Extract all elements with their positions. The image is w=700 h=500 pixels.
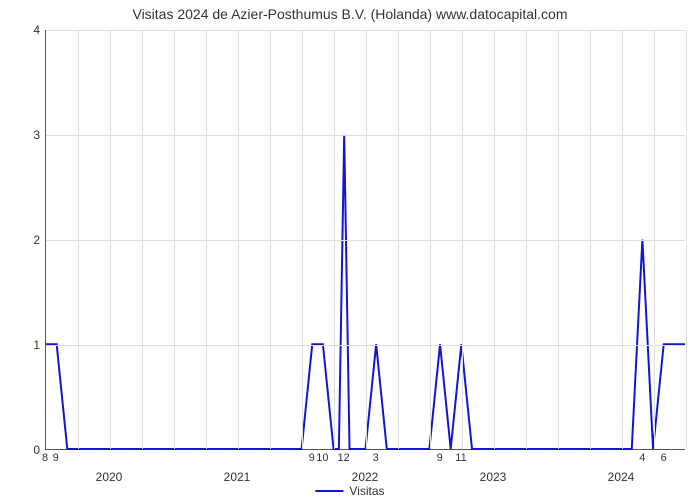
xtick-label: 12 (338, 452, 350, 464)
legend-swatch (315, 490, 343, 492)
legend: Visitas (315, 484, 384, 498)
vgrid (686, 30, 687, 449)
xtick-label: 4 (639, 452, 645, 464)
xtick-label: 11 (455, 452, 466, 464)
vgrid (622, 30, 623, 449)
xtick-year: 2020 (96, 470, 123, 484)
vgrid (462, 30, 463, 449)
ytick-label: 1 (10, 338, 40, 352)
ytick-label: 4 (10, 23, 40, 37)
vgrid (174, 30, 175, 449)
vgrid (558, 30, 559, 449)
vgrid (334, 30, 335, 449)
xtick-label: 6 (661, 452, 667, 464)
plot-area (45, 30, 685, 450)
xtick-year: 2024 (608, 470, 635, 484)
xtick-label: 9 (309, 452, 315, 464)
vgrid (398, 30, 399, 449)
xtick-label: 3 (373, 452, 379, 464)
xtick-label: 8 (42, 452, 48, 464)
vgrid (142, 30, 143, 449)
vgrid (526, 30, 527, 449)
ytick-label: 2 (10, 233, 40, 247)
ytick-label: 0 (10, 443, 40, 457)
xtick-label: 9 (437, 452, 443, 464)
xtick-year: 2023 (480, 470, 507, 484)
vgrid (430, 30, 431, 449)
chart-container: Visitas 2024 de Azier-Posthumus B.V. (Ho… (0, 0, 700, 500)
xtick-label: 10 (316, 452, 328, 464)
vgrid (78, 30, 79, 449)
vgrid (366, 30, 367, 449)
vgrid (494, 30, 495, 449)
ytick-label: 3 (10, 128, 40, 142)
vgrid (590, 30, 591, 449)
vgrid (302, 30, 303, 449)
vgrid (270, 30, 271, 449)
vgrid (238, 30, 239, 449)
xtick-year: 2022 (352, 470, 379, 484)
vgrid (110, 30, 111, 449)
chart-title: Visitas 2024 de Azier-Posthumus B.V. (Ho… (0, 6, 700, 22)
xtick-year: 2021 (224, 470, 251, 484)
vgrid (206, 30, 207, 449)
xtick-label: 9 (53, 452, 59, 464)
legend-label: Visitas (349, 484, 384, 498)
vgrid (654, 30, 655, 449)
